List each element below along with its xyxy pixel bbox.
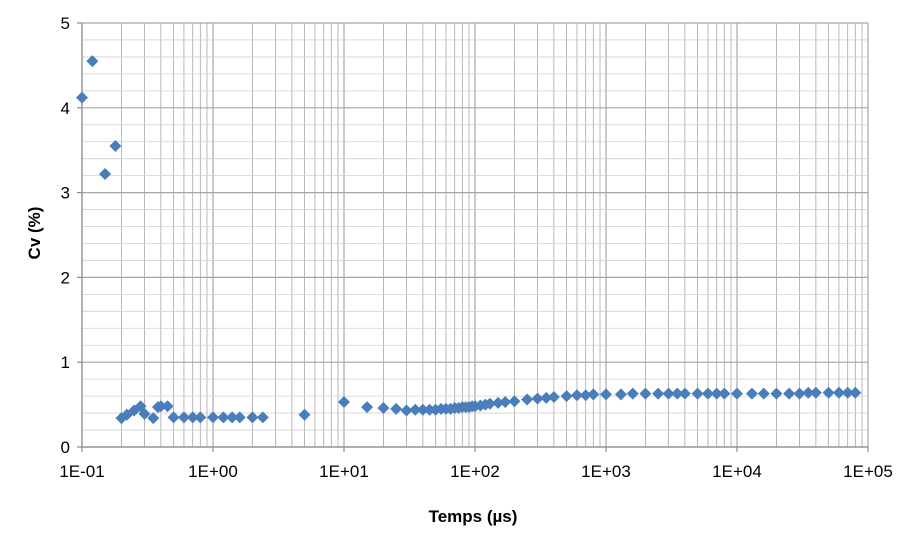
y-tick-label: 2 — [61, 268, 70, 287]
x-tick-label: 1E+00 — [188, 462, 238, 481]
y-tick-label: 5 — [61, 14, 70, 33]
data-point — [809, 386, 822, 399]
data-point — [547, 390, 560, 403]
data-point — [678, 387, 691, 400]
data-point — [298, 408, 311, 421]
y-tick-label: 4 — [61, 99, 70, 118]
y-tick-label: 0 — [61, 438, 70, 457]
x-axis-title: Temps (µs) — [429, 507, 518, 526]
data-point — [731, 387, 743, 400]
data-point — [639, 387, 652, 400]
data-point — [109, 139, 122, 152]
data-point — [390, 402, 403, 415]
data-point — [233, 411, 246, 424]
data-point — [377, 401, 390, 414]
data-point — [177, 411, 190, 424]
data-point — [691, 387, 704, 400]
data-point — [416, 403, 429, 416]
x-tick-label: 1E+03 — [581, 462, 631, 481]
data-point — [600, 388, 612, 401]
data-point — [483, 397, 496, 410]
axes — [77, 22, 869, 452]
data-point — [400, 404, 413, 417]
data-point — [770, 387, 783, 400]
data-point — [138, 407, 151, 420]
data-point — [570, 389, 583, 402]
data-point — [849, 386, 862, 399]
data-points — [76, 55, 862, 425]
data-point — [793, 387, 806, 400]
data-point — [246, 411, 259, 424]
data-point — [757, 387, 770, 400]
data-point — [560, 390, 573, 403]
data-point — [802, 386, 815, 399]
data-point — [614, 388, 627, 401]
data-point — [492, 396, 505, 409]
x-tick-label: 1E+01 — [319, 462, 369, 481]
data-point — [361, 401, 374, 414]
data-point — [587, 388, 600, 401]
data-point — [531, 392, 544, 405]
y-tick-label: 1 — [61, 353, 70, 372]
data-point — [508, 395, 521, 408]
data-point — [409, 403, 422, 416]
data-point — [671, 387, 684, 400]
data-point — [76, 91, 88, 104]
data-point — [147, 412, 160, 425]
data-point — [841, 386, 854, 399]
x-tick-label: 1E+04 — [712, 462, 762, 481]
data-point — [832, 386, 845, 399]
data-point — [521, 393, 534, 406]
data-point — [579, 389, 592, 402]
data-point — [718, 387, 731, 400]
tick-labels: 0 1 2 3 4 5 1E-01 1E+00 1E+01 1E+02 1E+03 1E+04 1E+0… — [59, 14, 893, 481]
data-point — [626, 387, 639, 400]
y-axis-title: Cv (%) — [25, 207, 44, 260]
data-point — [745, 387, 758, 400]
data-point — [662, 387, 675, 400]
data-point — [226, 411, 239, 424]
data-point — [499, 396, 512, 409]
data-point — [652, 387, 665, 400]
data-point — [256, 411, 269, 424]
x-tick-label: 1E+02 — [450, 462, 500, 481]
data-point — [120, 408, 133, 421]
data-point — [822, 386, 835, 399]
data-point — [194, 411, 207, 424]
data-point — [161, 400, 174, 413]
data-point — [710, 387, 723, 400]
data-point — [86, 55, 99, 68]
data-point — [99, 167, 112, 180]
data-point — [167, 411, 180, 424]
data-point — [217, 411, 230, 424]
data-point — [186, 411, 199, 424]
y-tick-label: 3 — [61, 184, 70, 203]
data-point — [783, 387, 796, 400]
data-point — [338, 396, 350, 409]
data-point — [207, 411, 219, 424]
data-point — [154, 400, 167, 413]
grid-lines — [81, 22, 869, 448]
x-tick-label: 1E+05 — [843, 462, 893, 481]
x-tick-label: 1E-01 — [59, 462, 104, 481]
data-point — [701, 387, 714, 400]
data-point — [540, 391, 553, 404]
